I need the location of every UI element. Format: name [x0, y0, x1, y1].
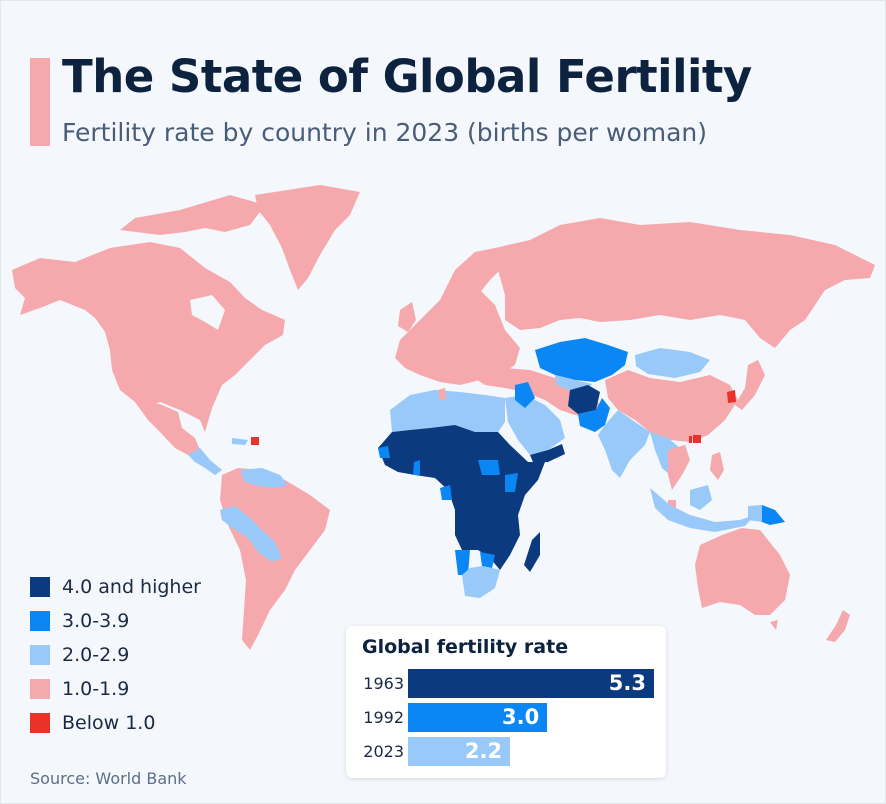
region-gabon: [440, 485, 452, 500]
legend-label: 4.0 and higher: [62, 576, 201, 598]
region-pakistan: [578, 398, 610, 432]
bar-value-label: 2.2: [464, 739, 503, 763]
region-indonesia: [650, 488, 755, 532]
bar-row-1963: 1963 5.3: [346, 668, 654, 698]
region-venezuela-guyana: [240, 468, 288, 488]
legend-swatch: [30, 577, 50, 597]
bar-year-label: 2023: [363, 741, 404, 761]
region-puerto-rico: [251, 437, 259, 445]
region-sub-saharan-africa: [378, 425, 545, 570]
legend-label: 3.0-3.9: [62, 610, 130, 632]
region-china: [605, 370, 738, 442]
region-madagascar: [524, 532, 540, 572]
legend-swatch: [30, 713, 50, 733]
region-new-zealand: [826, 610, 850, 642]
region-namibia: [455, 550, 470, 575]
region-hong-kong: [693, 435, 701, 443]
world-map: [12, 185, 875, 650]
bar-year-label: 1992: [363, 707, 404, 727]
legend-swatch: [30, 611, 50, 631]
region-mexico: [135, 402, 200, 455]
region-india: [598, 410, 650, 478]
legend-label: 2.0-2.9: [62, 644, 130, 666]
region-afghanistan: [568, 385, 600, 414]
region-ghana: [413, 460, 420, 475]
region-mongolia: [635, 348, 710, 378]
region-turkey-iran: [470, 368, 600, 418]
bar-value-label: 5.3: [608, 671, 646, 695]
region-malaysia: [668, 500, 676, 508]
region-thailand: [668, 445, 690, 490]
bar-row-1992: 1992 3.0: [346, 702, 548, 732]
page-title: The State of Global Fertility: [62, 50, 752, 103]
region-south-sudan: [478, 460, 500, 475]
region-yemen: [530, 444, 565, 462]
legend-item-1to19: 1.0-1.9: [30, 672, 201, 706]
region-north-africa: [390, 390, 505, 432]
region-borneo: [690, 485, 712, 510]
region-arabia: [505, 395, 565, 455]
region-north-america: [12, 242, 285, 432]
card-title: Global fertility rate: [362, 636, 569, 658]
bar-value-label: 3.0: [502, 705, 540, 729]
region-tasmania: [770, 620, 778, 630]
legend-swatch: [30, 645, 50, 665]
global-fertility-card: Global fertility rate 1963 5.3 1992 3.0 2023…: [346, 626, 666, 778]
region-europe: [395, 288, 520, 385]
region-greenland: [255, 185, 360, 290]
bar-1963: 5.3: [408, 668, 654, 698]
region-kenya: [505, 473, 518, 492]
title-accent-bar: [30, 58, 50, 146]
region-uk: [398, 302, 416, 332]
region-tunisia: [438, 388, 446, 400]
region-png: [748, 505, 762, 522]
region-senegal: [378, 446, 390, 458]
legend-swatch: [30, 679, 50, 699]
region-botswana: [480, 552, 495, 568]
region-south-africa: [462, 566, 500, 598]
bar-2023: 2.2: [408, 736, 511, 766]
region-macau: [689, 436, 692, 443]
region-iraq: [515, 382, 535, 408]
region-russia: [495, 218, 875, 348]
source-note: Source: World Bank: [30, 769, 187, 788]
region-scandinavia: [440, 248, 505, 305]
region-caribbean: [232, 438, 248, 445]
legend-item-3to39: 3.0-3.9: [30, 604, 201, 638]
legend-item-below1: Below 1.0: [30, 706, 201, 740]
hudson-bay: [190, 295, 225, 330]
region-australia: [695, 528, 790, 615]
region-kazakhstan: [535, 338, 628, 382]
page-subtitle: Fertility rate by country in 2023 (birth…: [62, 118, 708, 147]
region-canada-islands: [120, 195, 265, 235]
legend-item-2to29: 2.0-2.9: [30, 638, 201, 672]
region-south-korea: [727, 390, 736, 403]
region-philippines: [710, 452, 724, 480]
region-peru-bolivia: [220, 506, 282, 562]
bar-year-label: 1963: [363, 673, 404, 693]
legend-label: Below 1.0: [62, 712, 156, 734]
region-papua-new-guinea: [762, 505, 785, 525]
region-central-america: [188, 448, 222, 475]
bar-1992: 3.0: [408, 702, 548, 732]
bar-row-2023: 2023 2.2: [346, 736, 511, 766]
map-legend: 4.0 and higher 3.0-3.9 2.0-2.9 1.0-1.9 B…: [30, 570, 201, 740]
region-japan: [735, 360, 765, 410]
legend-item-4plus: 4.0 and higher: [30, 570, 201, 604]
legend-label: 1.0-1.9: [62, 678, 130, 700]
